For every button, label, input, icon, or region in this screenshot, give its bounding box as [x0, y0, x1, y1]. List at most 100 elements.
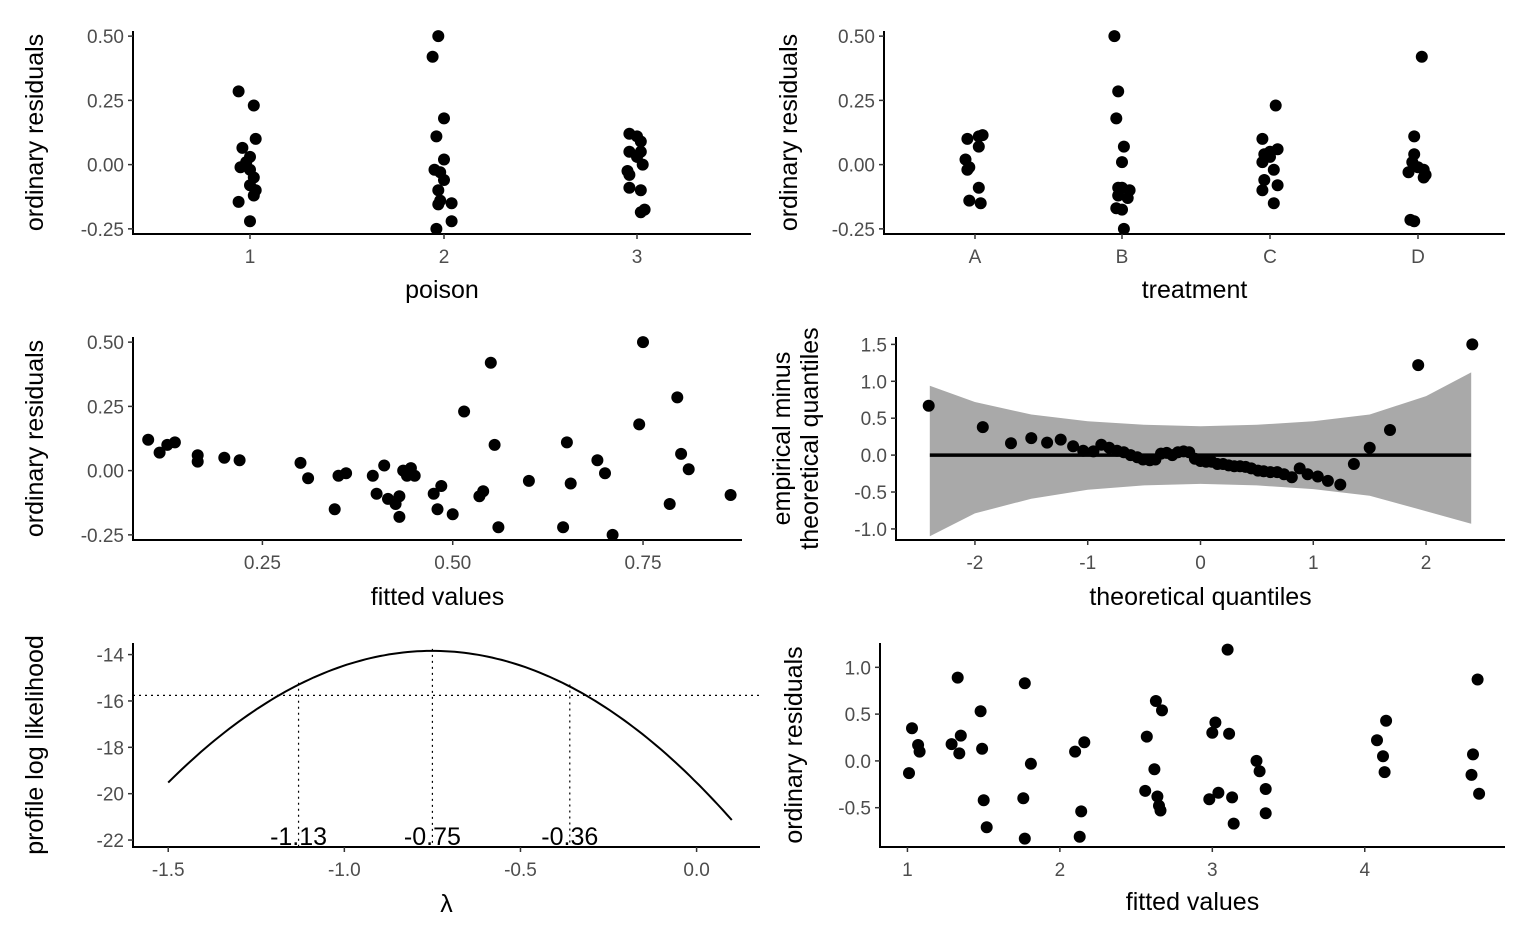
data-point	[232, 195, 245, 208]
data-point	[1471, 673, 1484, 686]
data-point	[445, 215, 458, 228]
data-point	[426, 50, 439, 63]
y-tick-label: -22	[97, 831, 124, 852]
y-tick-label: 0.50	[87, 27, 124, 48]
data-point	[637, 336, 649, 349]
data-point	[1408, 130, 1421, 143]
data-point	[1206, 726, 1219, 739]
y-tick-label: -18	[97, 738, 124, 759]
data-point	[963, 194, 976, 207]
chart-panel-p6: -0.5 0.0 0.5 1.0 1 2 3 4 fitted values ordinary r…	[780, 643, 1505, 916]
data-point	[599, 467, 611, 480]
y-tick-label: 1.0	[845, 658, 871, 679]
data-point	[1117, 140, 1130, 153]
data-point	[1256, 156, 1269, 169]
data-point	[168, 436, 181, 449]
chart-panel-p1: -0.25 0.00 0.25 0.50 1 2 3 poison ordinary resid…	[21, 27, 751, 304]
data-point	[903, 767, 915, 780]
data-point	[1005, 437, 1017, 450]
data-point	[1363, 441, 1376, 454]
x-axis-title: fitted values	[371, 583, 504, 611]
data-point	[458, 405, 471, 418]
data-point	[976, 129, 989, 142]
y-tick-label: 0.00	[87, 462, 124, 483]
data-point	[438, 112, 450, 125]
x-axis-title: treatment	[1142, 276, 1248, 304]
data-point	[675, 447, 688, 460]
data-point	[1154, 804, 1167, 817]
x-tick-label: 0.25	[244, 553, 281, 574]
data-point	[432, 198, 445, 211]
x-axis-title: fitted values	[1126, 888, 1259, 916]
data-point	[153, 446, 166, 459]
data-point	[1087, 445, 1100, 458]
x-tick-label: 2	[439, 247, 450, 268]
data-point	[974, 705, 987, 718]
data-point	[913, 745, 926, 758]
data-point	[634, 184, 647, 197]
data-point	[564, 477, 577, 490]
data-point	[1018, 677, 1031, 690]
data-point	[1149, 695, 1162, 707]
data-point	[247, 189, 260, 202]
y-tick-label: 0.0	[861, 446, 887, 467]
data-point	[328, 503, 341, 516]
data-point	[393, 490, 406, 503]
data-point	[247, 99, 260, 112]
y-tick-label: 0.00	[838, 156, 875, 177]
data-point	[606, 528, 619, 541]
data-point	[294, 456, 307, 469]
data-point	[1140, 730, 1153, 743]
data-point	[1256, 184, 1269, 197]
x-tick-label: 1	[1308, 553, 1319, 574]
y-axis-title: ordinary residuals	[21, 34, 49, 231]
data-point	[438, 174, 450, 186]
data-point	[1417, 171, 1430, 184]
y-tick-label: -0.25	[81, 220, 124, 241]
data-point	[446, 508, 459, 521]
y-tick-label: 0.5	[861, 409, 887, 430]
data-point	[1151, 790, 1164, 803]
data-point	[1227, 817, 1240, 830]
data-point	[378, 459, 391, 472]
data-point	[977, 794, 990, 807]
x-tick-label: 3	[632, 247, 643, 268]
data-point	[671, 391, 684, 404]
data-point	[340, 467, 353, 480]
data-point	[432, 184, 445, 197]
data-point	[244, 215, 256, 228]
data-point	[234, 161, 247, 174]
x-axis-title: theoretical quantiles	[1089, 583, 1311, 611]
data-point	[945, 738, 958, 751]
x-tick-label: 0.50	[434, 553, 471, 574]
data-point	[1412, 359, 1425, 372]
data-point	[633, 418, 646, 431]
data-point	[976, 742, 989, 755]
data-point	[1221, 643, 1234, 656]
data-point	[191, 455, 204, 468]
data-point	[1112, 85, 1125, 98]
data-point	[393, 510, 406, 523]
data-point	[1121, 192, 1134, 204]
data-point	[951, 671, 964, 684]
y-tick-label: 0.5	[845, 705, 871, 726]
data-point	[560, 436, 573, 449]
data-point	[432, 30, 445, 43]
data-point	[636, 158, 649, 171]
y-tick-label: -20	[97, 785, 124, 806]
data-point	[922, 399, 935, 412]
data-point	[427, 487, 440, 500]
y-axis-title: ordinary residuals	[775, 34, 803, 231]
data-point	[980, 821, 993, 834]
data-point	[1041, 436, 1054, 449]
y-axis-title: ordinary residuals	[780, 646, 808, 843]
y-tick-label: 1.0	[861, 372, 887, 393]
data-point	[724, 489, 737, 501]
data-point	[366, 469, 379, 482]
data-point	[218, 451, 231, 464]
data-point	[431, 503, 444, 516]
y-axis-title: profile log likelihood	[21, 635, 49, 855]
y-tick-label: 0.00	[87, 156, 124, 177]
data-point	[682, 463, 695, 476]
y-tick-label: -0.25	[832, 220, 875, 241]
